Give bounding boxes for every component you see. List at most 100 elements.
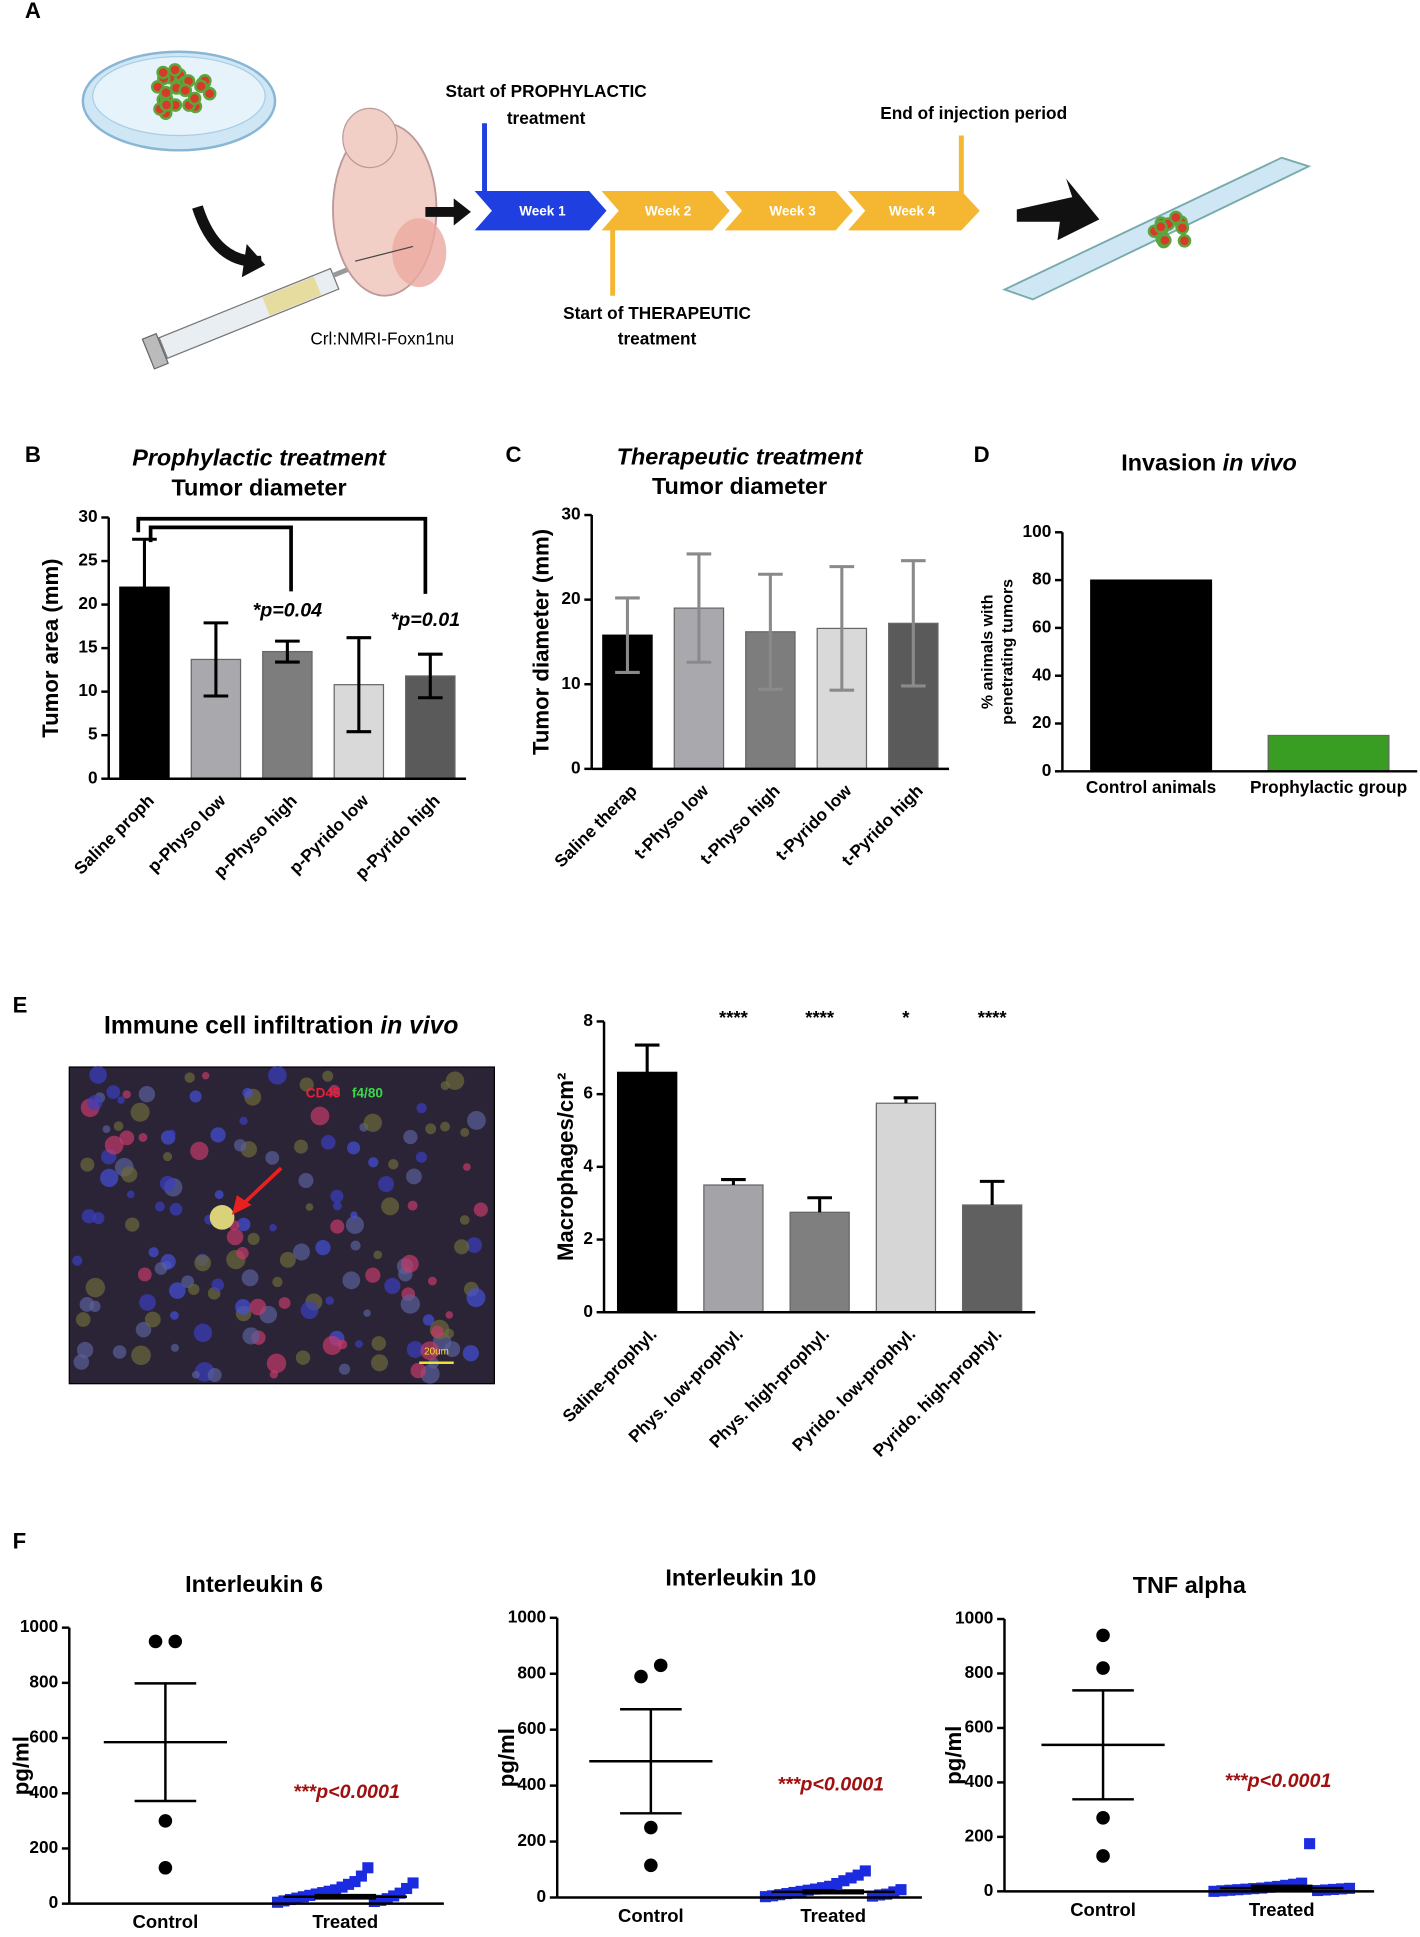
pointer-arrow [238,1166,283,1209]
y-tick-label: 20 [78,593,97,613]
stain-label: CD45 [306,1086,341,1101]
chart-title: Prophylactic treatment [132,445,387,471]
x-tick-label: Treated [1249,1899,1315,1920]
pointer-arrow [231,1195,252,1215]
annotation: Start of PROPHYLACTIC [445,81,646,101]
cell [211,1278,225,1292]
cell [87,1095,103,1111]
y-tick-label: 10 [78,680,97,700]
data-point [859,1865,871,1877]
bar [703,1184,764,1313]
cell [368,1157,379,1168]
y-tick-label: 20 [561,588,580,608]
data-point [1096,1661,1110,1675]
cell-icon [1169,210,1183,225]
title-text: TNF alpha [1133,1572,1247,1598]
cell [193,1323,213,1343]
cell [191,1370,200,1379]
annotation: *p=0.04 [253,599,323,621]
cell [169,1282,186,1299]
cell [298,1172,314,1189]
title-text: Prophylactic treatment [132,445,387,471]
cell [148,1247,159,1258]
data-point [845,1872,857,1884]
cell [350,1240,361,1251]
data-point [330,1884,342,1896]
cell [388,1158,399,1170]
cell [130,1102,150,1122]
y-tick-label: 15 [78,637,98,657]
significance-label: **** [805,1007,835,1028]
cell [241,1269,259,1287]
x-tick-label: Control animals [1086,777,1216,797]
y-tick-label: 30 [78,506,97,526]
cell [138,1086,156,1103]
y-tick-label: 0 [1042,760,1052,780]
cell [322,1335,342,1355]
cell [400,1294,420,1314]
cell [466,1237,483,1253]
x-tick-label: Control [618,1905,684,1926]
y-tick-label: 0 [571,757,581,777]
cell [342,1271,361,1290]
cell [106,1085,121,1099]
data-point [304,1889,316,1901]
bar [875,1102,937,1313]
y-tick-label: 20 [1032,712,1051,732]
data-point [1343,1882,1356,1894]
data-point [368,1895,380,1907]
cell-icon [1154,220,1168,234]
cell [365,1267,381,1283]
data-point [401,1882,413,1895]
data-point [1096,1628,1110,1643]
cell [459,1215,470,1225]
cell-icon [159,85,173,100]
cell [122,1090,131,1099]
cell [119,1130,135,1146]
data-point [1232,1884,1244,1896]
cell [210,1127,226,1143]
cell [233,1139,247,1152]
y-tick-label: 800 [29,1671,58,1691]
cell [427,1276,437,1286]
y-tick-label: 200 [965,1825,994,1845]
data-point [168,1634,183,1649]
cell [299,1077,314,1092]
cell [466,1288,486,1308]
cell-icon [1158,233,1172,248]
cell [169,1202,183,1216]
panel-title: Immune cell infiltration in vivo [104,1012,458,1039]
data-point [355,1870,367,1882]
cell [117,1096,125,1104]
data-point [831,1877,843,1890]
annotation: ***p<0.0001 [1225,1770,1332,1792]
panel-label: B [25,442,41,467]
annotation: ***p<0.0001 [293,1781,400,1803]
panel-label: A [25,0,41,23]
cell [363,1113,382,1132]
cell [332,1201,342,1211]
data-point [895,1884,907,1896]
cell-icon [178,83,193,98]
data-point [634,1669,648,1684]
panel-label: E [13,993,28,1018]
bar [616,1071,678,1313]
cell [279,1251,296,1268]
panel-label: D [974,442,990,467]
cell-icon [202,86,217,101]
cell [410,1362,426,1379]
y-axis-label: Tumor diameter (mm) [528,529,553,755]
annotation: Start of THERAPEUTIC [563,303,751,323]
cell [463,1163,471,1171]
data-point [824,1880,836,1892]
week-label: Week 4 [889,204,936,219]
cell [310,1106,330,1126]
cell-icon [1175,221,1190,235]
data-point [291,1892,303,1904]
title-text: Interleukin 10 [665,1565,816,1591]
data-point [158,1814,173,1828]
y-tick-label: 100 [1023,521,1052,541]
chart-subtitle: Tumor diameter [171,474,346,500]
cell [292,1243,310,1261]
cell [295,1350,311,1365]
